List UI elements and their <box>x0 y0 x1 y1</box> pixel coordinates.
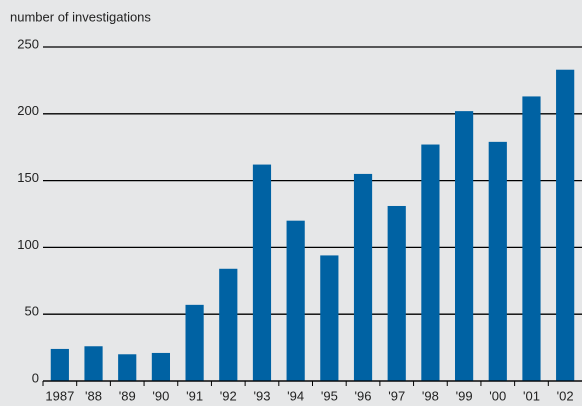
x-tick-label: '97 <box>388 388 405 403</box>
x-tick-label: '96 <box>355 388 372 403</box>
bar <box>185 304 204 381</box>
x-tick-label: '95 <box>321 388 338 403</box>
bar <box>353 173 373 381</box>
x-tick-label: '94 <box>287 388 304 403</box>
bar <box>387 205 406 381</box>
x-tick-label: '02 <box>557 388 574 403</box>
y-tick-label: 150 <box>17 170 39 185</box>
x-tick-label: '90 <box>152 388 169 403</box>
bar <box>118 354 137 381</box>
x-tick-label: '88 <box>85 388 102 403</box>
x-tick-label: '00 <box>489 388 506 403</box>
bar <box>151 352 171 381</box>
bar <box>50 348 69 381</box>
y-tick-label: 250 <box>17 36 39 51</box>
y-tick-label: 200 <box>17 103 39 118</box>
y-tick-label: 100 <box>17 237 39 252</box>
bar <box>522 96 541 381</box>
x-tick-label: '01 <box>523 388 540 403</box>
bar <box>84 346 103 381</box>
x-tick-label: 1987 <box>45 388 74 403</box>
bar <box>286 220 305 381</box>
bar <box>454 111 474 382</box>
bar <box>320 255 339 381</box>
x-tick-label: '93 <box>253 388 270 403</box>
x-tick-label: '98 <box>422 388 439 403</box>
x-tick-label: '92 <box>220 388 237 403</box>
bar <box>219 268 238 381</box>
x-tick-label: '89 <box>119 388 136 403</box>
bar <box>252 164 272 381</box>
y-tick-label: 0 <box>32 370 39 385</box>
bar <box>556 69 575 381</box>
x-tick-label: '91 <box>186 388 203 403</box>
y-axis-label: number of investigations <box>10 9 151 24</box>
bar <box>421 144 440 381</box>
x-tick-label: '99 <box>456 388 473 403</box>
y-tick-label: 50 <box>25 304 39 319</box>
bar <box>488 141 507 381</box>
